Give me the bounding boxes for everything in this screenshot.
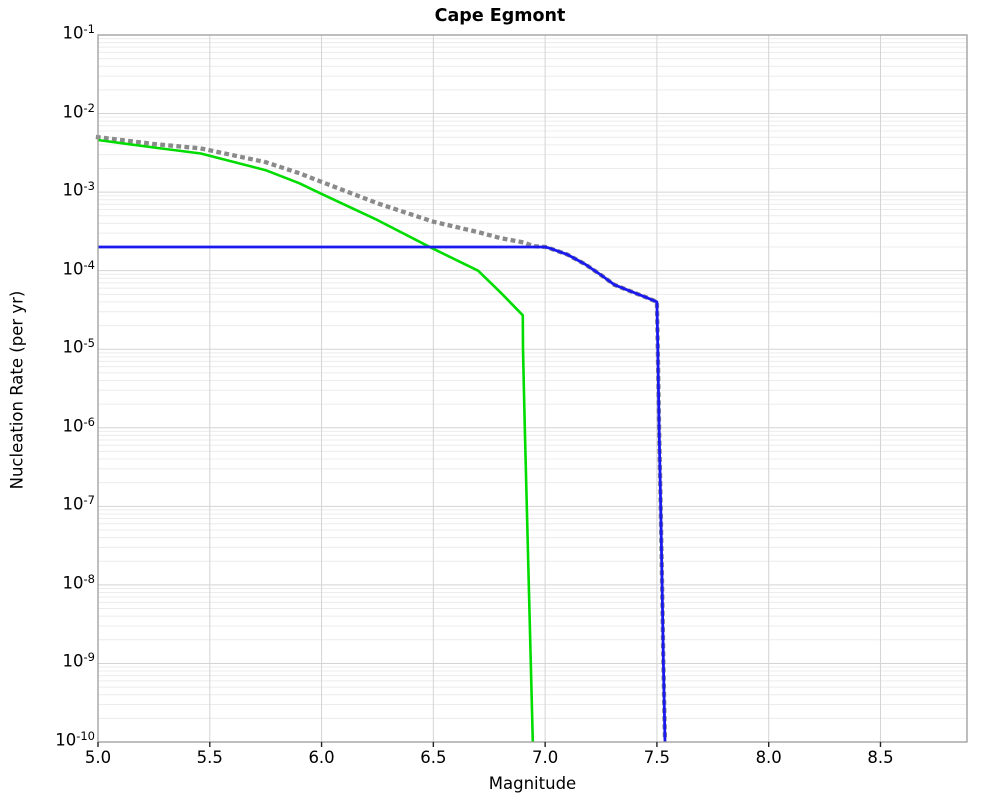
major-gridlines	[98, 35, 967, 742]
x-tick-label: 7.5	[643, 748, 671, 767]
y-axis-label: Nucleation Rate (per yr)	[7, 290, 27, 490]
y-tick-label: 10-3	[62, 179, 95, 200]
x-tick-label: 8.0	[755, 748, 782, 767]
x-tick-label: 6.0	[308, 748, 335, 767]
series-tapered-gr-solid-green	[97, 138, 535, 743]
plot-border	[97, 34, 968, 743]
series-characteristic-solid-blue	[98, 245, 667, 743]
x-tick-label: 7.0	[532, 748, 559, 767]
y-tick-label: 10-5	[62, 336, 95, 357]
x-axis-label: Magnitude	[488, 774, 577, 793]
x-tick-label: 5.0	[84, 748, 112, 767]
x-tick-label: 6.5	[420, 748, 447, 767]
x-tick-label: 5.5	[196, 748, 223, 767]
y-tick-label: 10-9	[62, 650, 95, 671]
y-tick-label: 10-7	[62, 493, 95, 514]
y-tick-label: 10-2	[62, 100, 95, 122]
x-tick-marks	[97, 742, 882, 747]
minor-gridlines	[98, 38, 967, 719]
chart-title: Cape Egmont	[434, 6, 566, 26]
y-tick-label: 10-4	[62, 257, 95, 279]
x-tick-label: 8.5	[867, 748, 894, 767]
y-tick-label: 10-10	[55, 729, 95, 750]
y-tick-label: 10-8	[62, 571, 95, 593]
y-tick-label: 10-1	[62, 22, 95, 43]
y-tick-label: 10-6	[62, 414, 95, 436]
